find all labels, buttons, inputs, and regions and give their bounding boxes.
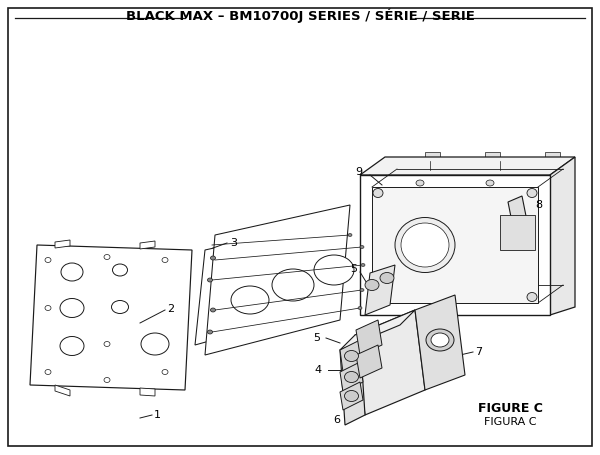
Ellipse shape [373,188,383,197]
Text: 9: 9 [355,167,362,177]
Text: 5: 5 [350,264,357,274]
Ellipse shape [112,300,128,313]
Text: 2: 2 [167,304,174,314]
Ellipse shape [162,369,168,374]
Ellipse shape [360,246,364,248]
Polygon shape [340,310,415,350]
Ellipse shape [208,278,212,282]
Ellipse shape [60,337,84,355]
Polygon shape [365,265,395,315]
Polygon shape [55,240,70,248]
Ellipse shape [348,233,352,237]
Ellipse shape [104,342,110,347]
Ellipse shape [104,254,110,259]
FancyBboxPatch shape [425,152,440,160]
Polygon shape [30,245,192,390]
Text: 3: 3 [230,238,237,248]
Ellipse shape [401,223,449,267]
Polygon shape [340,340,363,372]
Ellipse shape [208,330,212,334]
Ellipse shape [365,279,379,290]
Ellipse shape [272,269,314,301]
Ellipse shape [45,258,51,263]
Ellipse shape [344,390,359,401]
Ellipse shape [45,305,51,310]
Text: FIGURE C: FIGURE C [478,401,542,415]
Text: 1: 1 [154,410,161,420]
Ellipse shape [527,188,537,197]
Text: 7: 7 [475,347,482,357]
Ellipse shape [60,298,84,318]
Polygon shape [508,196,526,222]
Ellipse shape [211,308,215,312]
Polygon shape [140,388,155,396]
Ellipse shape [416,180,424,186]
Polygon shape [356,320,382,355]
Ellipse shape [527,293,537,302]
FancyBboxPatch shape [8,8,592,446]
Text: 6: 6 [333,415,340,425]
Ellipse shape [358,307,362,309]
Ellipse shape [344,371,359,383]
Ellipse shape [431,333,449,347]
Polygon shape [195,230,295,345]
Ellipse shape [104,378,110,383]
Polygon shape [550,157,575,315]
Ellipse shape [211,256,215,260]
Ellipse shape [141,333,169,355]
FancyBboxPatch shape [485,152,500,160]
Text: 8: 8 [535,200,542,210]
Ellipse shape [344,350,359,362]
Polygon shape [372,187,538,303]
Ellipse shape [486,180,494,186]
Ellipse shape [360,288,364,292]
Polygon shape [360,157,575,175]
Ellipse shape [314,255,354,285]
Ellipse shape [113,264,128,276]
Polygon shape [356,345,382,378]
Ellipse shape [395,217,455,273]
Ellipse shape [45,369,51,374]
Polygon shape [355,310,425,415]
Ellipse shape [361,263,365,267]
Ellipse shape [426,329,454,351]
Text: BLACK MAX – BM10700J SERIES / SÉRIE / SERIE: BLACK MAX – BM10700J SERIES / SÉRIE / SE… [125,9,475,23]
Polygon shape [340,362,363,392]
Ellipse shape [373,293,383,302]
Ellipse shape [61,263,83,281]
Polygon shape [500,215,535,250]
Polygon shape [205,205,350,355]
Text: FIGURA C: FIGURA C [484,417,536,427]
Polygon shape [55,385,70,396]
FancyBboxPatch shape [545,152,560,160]
Polygon shape [340,382,363,410]
Polygon shape [360,175,550,315]
Polygon shape [140,241,155,249]
Ellipse shape [380,273,394,283]
Polygon shape [415,295,465,390]
Text: 5: 5 [313,333,320,343]
Polygon shape [340,338,365,425]
Ellipse shape [231,286,269,314]
Text: 4: 4 [315,365,322,375]
Ellipse shape [162,258,168,263]
